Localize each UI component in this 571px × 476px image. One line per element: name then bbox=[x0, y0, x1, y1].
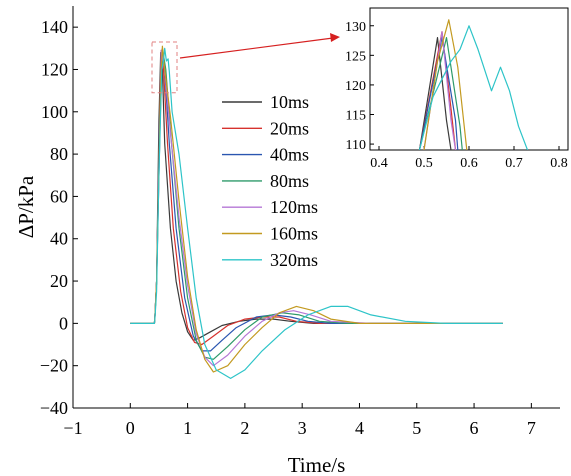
inset-series-line-6 bbox=[423, 19, 468, 150]
inset-plot: 110 115 120 125 130 0.4 0.5 0.6 0.7 0.8 bbox=[345, 7, 569, 171]
y-tick-label: −40 bbox=[40, 398, 68, 418]
legend-label-160ms: 160ms bbox=[270, 224, 318, 244]
legend-label-20ms: 20ms bbox=[270, 118, 309, 138]
y-tick-label: 140 bbox=[41, 17, 68, 37]
x-tick-label: −1 bbox=[63, 418, 82, 438]
x-tick-label: 4 bbox=[355, 418, 364, 438]
x-tick-label: 1 bbox=[183, 418, 192, 438]
y-tick-label: −20 bbox=[40, 356, 68, 376]
legend-label-320ms: 320ms bbox=[270, 250, 318, 270]
x-tick-label: 6 bbox=[470, 418, 479, 438]
legend-label-120ms: 120ms bbox=[270, 197, 318, 217]
y-tick-label: 0 bbox=[59, 313, 68, 333]
x-axis-label: Time/s bbox=[288, 453, 346, 476]
x-tick-label: 7 bbox=[527, 418, 536, 438]
inset-y-tick-label: 110 bbox=[346, 138, 366, 153]
y-tick-label: 100 bbox=[41, 102, 68, 122]
inset-y-tick-label: 130 bbox=[345, 20, 366, 35]
zoom-arrow-head bbox=[330, 33, 340, 42]
inset-x-tick-label: 0.6 bbox=[460, 156, 478, 171]
x-tick-label: 0 bbox=[126, 418, 135, 438]
series-line-320ms bbox=[130, 47, 503, 379]
inset-series-line-7 bbox=[418, 25, 529, 150]
inset-y-tick-label: 115 bbox=[346, 109, 366, 124]
inset-series-group bbox=[418, 19, 529, 150]
zoom-region-box bbox=[151, 41, 178, 94]
inset-x-tick-label: 0.7 bbox=[505, 156, 523, 171]
legend-label-40ms: 40ms bbox=[270, 145, 309, 165]
inset-x-tick-label: 0.5 bbox=[415, 156, 433, 171]
y-tick-label: 60 bbox=[50, 186, 68, 206]
y-tick-label: 20 bbox=[50, 271, 68, 291]
inset-series-line-3 bbox=[418, 37, 459, 150]
x-tick-label: 5 bbox=[412, 418, 421, 438]
inset-frame bbox=[369, 7, 569, 151]
inset-y-tick-label: 120 bbox=[345, 79, 366, 94]
x-tick-label: 3 bbox=[298, 418, 307, 438]
inset-x-tick-label: 0.4 bbox=[370, 156, 388, 171]
zoom-arrow-line bbox=[179, 37, 334, 59]
y-axis-label: ΔP/kPa bbox=[14, 175, 38, 238]
legend-label-80ms: 80ms bbox=[270, 171, 309, 191]
inset-y-tick-label: 125 bbox=[345, 49, 366, 64]
y-tick-label: 40 bbox=[50, 229, 68, 249]
legend: 10ms 20ms 40ms 80ms 120ms 160ms 320ms bbox=[222, 92, 318, 270]
y-tick-label: 120 bbox=[41, 59, 68, 79]
x-tick-label: 2 bbox=[240, 418, 249, 438]
inset-x-tick-label: 0.8 bbox=[550, 156, 568, 171]
y-tick-label: 80 bbox=[50, 144, 68, 164]
main-plot: −40 −20 0 20 40 60 80 100 120 140 −1 0 1 2 3 4 5 6 7 Time/s… bbox=[14, 6, 560, 476]
legend-label-10ms: 10ms bbox=[270, 92, 309, 112]
